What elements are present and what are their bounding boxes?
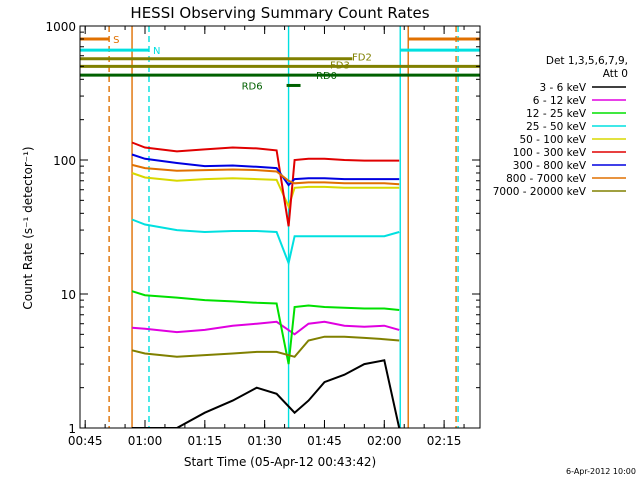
x-tick-label: 01:15 <box>188 434 223 448</box>
flag-label: FD2 <box>352 53 372 64</box>
axis-ticks: 00:45 01:00 01:15 01:30 01:45 02:00 02:15 1 10 10… <box>45 20 480 448</box>
series-line <box>131 153 400 187</box>
legend-label: 7000 - 20000 keV <box>493 186 587 198</box>
legend-label: 800 - 7000 keV <box>506 173 587 185</box>
x-tick-label: 01:00 <box>128 434 163 448</box>
y-tick-label: 100 <box>53 154 76 168</box>
x-tick-label: 01:30 <box>247 434 282 448</box>
series-line <box>131 172 400 210</box>
legend-label: 50 - 100 keV <box>519 134 586 146</box>
series-line <box>131 335 400 358</box>
flag-label: RD0 <box>316 71 337 82</box>
series-line <box>131 141 400 227</box>
y-tick-label: 10 <box>61 288 76 302</box>
x-tick-label: 00:45 <box>68 434 103 448</box>
y-tick-label: 1000 <box>45 20 76 34</box>
x-tick-label: 02:00 <box>367 434 402 448</box>
chart-title: HESSI Observing Summary Count Rates <box>130 4 429 22</box>
x-tick-label: 02:15 <box>427 434 462 448</box>
series-line <box>131 320 400 336</box>
series-line <box>131 163 400 186</box>
legend-label: 300 - 800 keV <box>513 160 587 172</box>
x-tick-label: 01:45 <box>307 434 342 448</box>
legend-label: 3 - 6 keV <box>539 82 586 94</box>
legend-label: 25 - 50 keV <box>526 121 587 133</box>
legend-label: 6 - 12 keV <box>533 95 587 107</box>
legend-title-2: Att 0 <box>603 68 628 80</box>
series-line <box>131 218 400 267</box>
flag-label: S <box>113 35 119 46</box>
legend-label: 12 - 25 keV <box>526 108 587 120</box>
plot-frame <box>79 25 481 429</box>
y-tick-label: 1 <box>68 422 76 436</box>
legend-label: 100 - 300 keV <box>513 147 587 159</box>
legend-title-1: Det 1,3,5,6,7,9, <box>546 55 628 67</box>
series-line <box>131 290 400 365</box>
series-line <box>132 359 401 428</box>
x-axis-label: Start Time (05-Apr-12 00:43:42) <box>184 455 376 469</box>
footer-date: 6-Apr-2012 10:00 <box>566 467 636 476</box>
flag-label: N <box>153 46 160 57</box>
flag-label: RD6 <box>242 81 263 92</box>
flag-label: FD3 <box>330 60 350 71</box>
series-lines <box>131 141 401 428</box>
y-axis-label: Count Rate (s⁻¹ detector⁻¹) <box>21 146 35 309</box>
